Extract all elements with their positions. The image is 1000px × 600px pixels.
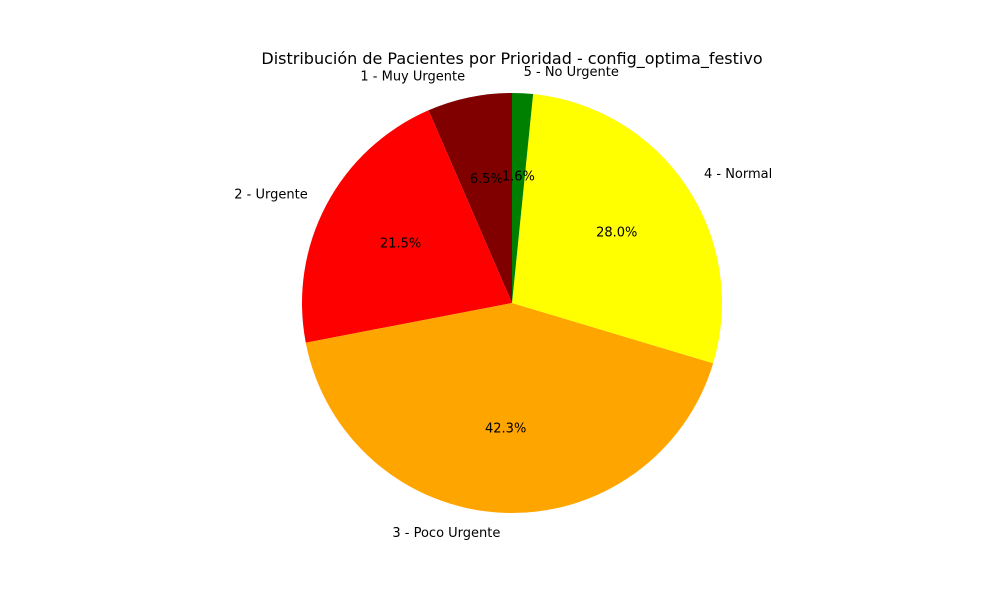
slice-category-label: 4 - Normal xyxy=(704,167,772,182)
slice-percentage-label: 28.0% xyxy=(596,225,637,240)
slice-category-label: 2 - Urgente xyxy=(234,188,307,203)
pie-slices xyxy=(302,93,723,514)
pie-slice xyxy=(302,110,512,343)
slice-percentage-label: 42.3% xyxy=(485,421,526,436)
chart-title: Distribución de Pacientes por Prioridad … xyxy=(261,49,762,69)
slice-category-label: 3 - Poco Urgente xyxy=(392,526,500,541)
slice-category-label: 5 - No Urgente xyxy=(524,65,619,80)
pie-slice xyxy=(512,94,723,364)
pie-slice xyxy=(305,303,714,514)
slice-category-label: 1 - Muy Urgente xyxy=(360,69,465,84)
pie-slice xyxy=(428,93,512,303)
slice-percentage-label: 21.5% xyxy=(380,237,421,252)
pie-slice xyxy=(512,93,534,303)
slice-percentage-label: 6.5% xyxy=(470,172,503,187)
slice-percentage-label: 1.6% xyxy=(502,170,535,185)
pie-labels: 6.5% 1 - Muy Urgente 21.5% 2 - Urgente 42.3%… xyxy=(234,65,772,541)
